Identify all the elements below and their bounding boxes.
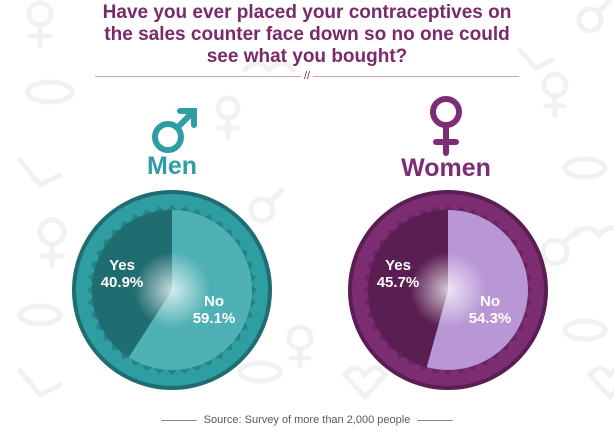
source-text: Source: Survey of more than 2,000 people xyxy=(203,414,411,426)
divider-mark: // xyxy=(300,68,314,84)
source-rule-left xyxy=(160,419,197,421)
chart-title: Have you ever placed your contraceptives… xyxy=(40,2,574,68)
women-center-glow xyxy=(410,252,486,328)
men-no-label: No 59.1% xyxy=(193,293,236,327)
female-symbol-icon xyxy=(430,96,462,156)
title-line-1: Have you ever placed your contraceptives… xyxy=(102,2,512,23)
title-line-2: the sales counter face down so no one co… xyxy=(104,24,510,45)
men-yes-label: Yes 40.9% xyxy=(101,257,144,291)
women-no-label: No 54.3% xyxy=(469,293,512,327)
title-line-3: see what you bought? xyxy=(206,46,408,67)
women-yes-label: Yes 45.7% xyxy=(377,257,420,291)
women-pie-chart: Yes 45.7% No 54.3% xyxy=(348,190,548,390)
source-rule-right xyxy=(417,419,454,421)
men-label: Men xyxy=(147,152,197,180)
women-slice-yes xyxy=(367,210,448,368)
male-symbol-icon xyxy=(152,108,197,153)
source-note: Source: Survey of more than 2,000 people xyxy=(0,413,614,427)
men-pie-chart: Yes 40.9% No 59.1% xyxy=(72,190,272,390)
women-label: Women xyxy=(401,154,491,182)
men-center-glow xyxy=(134,252,210,328)
title-divider: // xyxy=(95,68,519,84)
